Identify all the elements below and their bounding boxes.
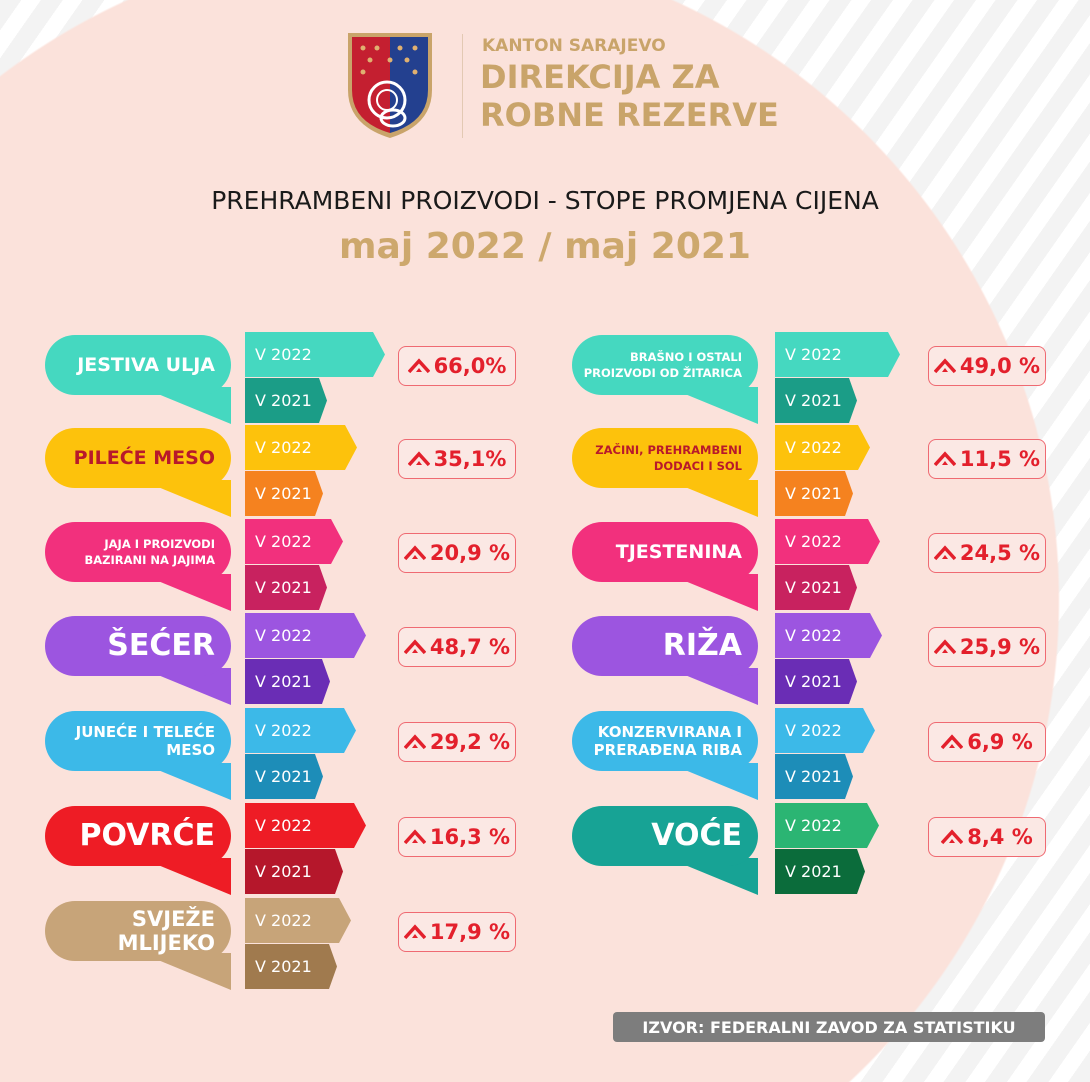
category-bubble: POVRĆE [45, 806, 231, 866]
bar-2021: V 2021 [245, 378, 327, 423]
page-title: PREHRAMBENI PROIZVODI - STOPE PROMJENA C… [211, 186, 879, 215]
price-change-badge: 17,9 % [398, 912, 516, 952]
price-change-badge: 20,9 % [398, 533, 516, 573]
price-change-badge: 35,1% [398, 439, 516, 479]
category-bubble: VOĆE [572, 806, 758, 866]
change-value: 6,9 % [967, 730, 1033, 754]
change-value: 24,5 % [959, 541, 1041, 565]
org-top: KANTON SARAJEVO [482, 36, 666, 56]
price-change-badge: 29,2 % [398, 722, 516, 762]
category-bubble: JUNEĆE I TELEĆE MESO [45, 711, 231, 771]
change-value: 25,9 % [959, 635, 1041, 659]
bar-2022: V 2022 [775, 332, 900, 377]
up-chevron-icon [403, 829, 426, 845]
price-change-badge: 16,3 % [398, 817, 516, 857]
bar-2021: V 2021 [245, 471, 323, 516]
bar-2021: V 2021 [245, 849, 343, 894]
up-chevron-icon [403, 545, 426, 561]
bar-2021: V 2021 [245, 944, 337, 989]
change-value: 16,3 % [429, 825, 511, 849]
price-change-badge: 24,5 % [928, 533, 1046, 573]
bar-2022: V 2022 [245, 425, 357, 470]
divider [462, 34, 463, 138]
bar-2021: V 2021 [775, 659, 857, 704]
change-value: 8,4 % [967, 825, 1033, 849]
bar-2022: V 2022 [775, 519, 880, 564]
up-chevron-icon [407, 358, 430, 374]
category-bubble: JAJA I PROIZVODI BAZIRANI NA JAJIMA [45, 522, 231, 582]
up-chevron-icon [933, 358, 956, 374]
coat-of-arms-logo [348, 33, 432, 138]
price-change-badge: 6,9 % [928, 722, 1046, 762]
bar-2021: V 2021 [775, 471, 853, 516]
bar-2022: V 2022 [775, 803, 879, 848]
bar-2022: V 2022 [245, 613, 366, 658]
up-chevron-icon [941, 829, 964, 845]
bar-2021: V 2021 [775, 754, 853, 799]
bar-2022: V 2022 [245, 332, 385, 377]
up-chevron-icon [933, 451, 956, 467]
bar-2022: V 2022 [245, 519, 343, 564]
up-chevron-icon [933, 545, 956, 561]
org-line1: DIREKCIJA ZA [480, 58, 720, 96]
bar-2021: V 2021 [245, 659, 330, 704]
bar-2022: V 2022 [775, 425, 870, 470]
change-value: 29,2 % [429, 730, 511, 754]
org-name: DIREKCIJA ZA ROBNE REZERVE [480, 58, 779, 134]
period-subtitle: maj 2022 / maj 2021 [339, 226, 751, 267]
category-bubble: ŠEĆER [45, 616, 231, 676]
change-value: 66,0% [433, 354, 507, 378]
bar-2022: V 2022 [245, 898, 351, 943]
category-bubble: TJESTENINA [572, 522, 758, 582]
bar-2022: V 2022 [245, 803, 366, 848]
category-bubble: PILEĆE MESO [45, 428, 231, 488]
source-label: IZVOR: FEDERALNI ZAVOD ZA STATISTIKU [613, 1012, 1045, 1042]
up-chevron-icon [407, 451, 430, 467]
bar-2021: V 2021 [775, 849, 865, 894]
bar-2021: V 2021 [245, 754, 323, 799]
up-chevron-icon [933, 639, 956, 655]
category-bubble: SVJEŽE MLIJEKO [45, 901, 231, 961]
change-value: 17,9 % [429, 920, 511, 944]
change-value: 48,7 % [429, 635, 511, 659]
change-value: 11,5 % [959, 447, 1041, 471]
price-change-badge: 25,9 % [928, 627, 1046, 667]
bar-2021: V 2021 [245, 565, 327, 610]
price-change-badge: 11,5 % [928, 439, 1046, 479]
bar-2022: V 2022 [245, 708, 356, 753]
up-chevron-icon [403, 734, 426, 750]
bar-2022: V 2022 [775, 708, 875, 753]
change-value: 35,1% [433, 447, 507, 471]
org-line2: ROBNE REZERVE [480, 96, 779, 134]
up-chevron-icon [403, 924, 426, 940]
category-bubble: JESTIVA ULJA [45, 335, 231, 395]
price-change-badge: 8,4 % [928, 817, 1046, 857]
change-value: 20,9 % [429, 541, 511, 565]
price-change-badge: 49,0 % [928, 346, 1046, 386]
category-bubble: ZAČINI, PREHRAMBENI DODACI I SOL [572, 428, 758, 488]
price-change-badge: 48,7 % [398, 627, 516, 667]
up-chevron-icon [403, 639, 426, 655]
bar-2021: V 2021 [775, 565, 857, 610]
change-value: 49,0 % [959, 354, 1041, 378]
up-chevron-icon [941, 734, 964, 750]
category-bubble: RIŽA [572, 616, 758, 676]
bar-2021: V 2021 [775, 378, 857, 423]
bar-2022: V 2022 [775, 613, 882, 658]
category-bubble: BRAŠNO I OSTALI PROIZVODI OD ŽITARICA [572, 335, 758, 395]
category-bubble: KONZERVIRANA I PRERAĐENA RIBA [572, 711, 758, 771]
price-change-badge: 66,0% [398, 346, 516, 386]
